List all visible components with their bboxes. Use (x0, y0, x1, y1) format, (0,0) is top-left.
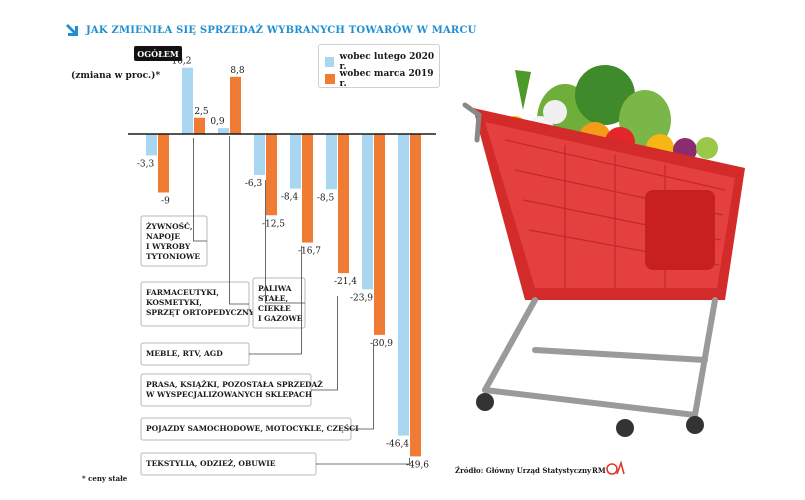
legend-swatch-series1 (325, 57, 335, 67)
category-label-2-line-2: KOSMETYKI, (146, 298, 202, 307)
bar-7-series2 (410, 134, 421, 457)
data-label-4-series2: -16,7 (298, 247, 321, 257)
category-label-1-line-2: NAPOJE (146, 232, 180, 241)
legend: wobec lutego 2020 r. wobec marca 2019 r. (318, 44, 440, 89)
bar-5-series2 (338, 134, 349, 274)
source-note: Źródło: Główny Urząd Statystyczny (455, 466, 592, 475)
category-label-4-line-1: MEBLE, RTV, AGD (146, 349, 223, 358)
category-label-2-line-1: FARMACEUTYKI, (146, 288, 219, 297)
title-row: JAK ZMIENIŁA SIĘ SPRZEDAŻ WYBRANYCH TOWA… (64, 22, 477, 38)
bar-4-series1 (290, 134, 301, 189)
category-connector-1 (193, 138, 207, 242)
category-connector-7 (316, 458, 410, 465)
category-label-3-line-2: STAŁE, (258, 294, 288, 303)
shopping-cart-illustration (462, 65, 745, 437)
bar-0-series1 (146, 134, 157, 156)
footnote: * ceny stałe (82, 474, 128, 483)
category-label-5-line-1: PRASA, KSIĄŻKI, POZOSTAŁA SPRZEDAŻ (146, 380, 323, 389)
data-label-4-series1: -8,4 (281, 193, 299, 203)
category-label-1-line-4: TYTONIOWE (146, 252, 200, 261)
data-label-1-series1: 10,2 (171, 57, 191, 67)
bar-4-series2 (302, 134, 313, 243)
category-connector-2 (229, 136, 249, 305)
publisher-logo-icon (606, 460, 625, 475)
data-label-7-series2: -49,6 (406, 460, 429, 470)
category-label-1-line-1: ŻYWNOŚĆ, (146, 222, 193, 231)
bar-3-series2 (266, 134, 277, 216)
author-credit: RM (592, 466, 606, 475)
arrow-down-right-icon (66, 24, 78, 36)
bar-7-series1 (398, 134, 409, 436)
category-label-6-line-1: POJAZDY SAMOCHODOWE, MOTOCYKLE, CZĘŚCI (146, 424, 359, 433)
data-label-7-series1: -46,4 (386, 440, 409, 450)
data-label-6-series1: -23,9 (350, 293, 373, 303)
category-connector-3 (265, 180, 305, 304)
bar-1-series2 (194, 117, 205, 134)
bar-6-series1 (362, 134, 373, 290)
category-label-7-line-1: TEKSTYLIA, ODZIEŻ, OBUWIE (146, 459, 276, 468)
legend-label-series2: wobec marca 2019 r. (339, 69, 434, 89)
category-connector-6 (351, 340, 374, 430)
category-label-3-line-3: CIEKŁE (258, 304, 291, 313)
legend-label-series1: wobec lutego 2020 r. (339, 52, 435, 72)
data-label-2-series2: 8,8 (230, 66, 245, 76)
category-connector-4 (249, 246, 302, 355)
bar-5-series1 (326, 134, 337, 190)
category-label-1-line-3: I WYROBY (146, 242, 191, 251)
category-label-5-line-2: W WYSPECJALIZOWANYCH SKLEPACH (145, 390, 312, 399)
chart-title: JAK ZMIENIŁA SIĘ SPRZEDAŻ WYBRANYCH TOWA… (86, 24, 477, 36)
data-label-3-series1: -6,3 (245, 179, 263, 189)
bar-3-series1 (254, 134, 265, 175)
total-badge: OGÓŁEM (134, 46, 182, 61)
data-label-5-series2: -21,4 (334, 277, 357, 287)
legend-item-series2: wobec marca 2019 r. (325, 69, 439, 89)
bar-2-series1 (218, 128, 229, 134)
data-label-2-series1: 0,9 (210, 117, 225, 127)
bar-2-series2 (230, 76, 241, 134)
data-label-3-series2: -12,5 (262, 219, 285, 229)
data-label-5-series1: -8,5 (317, 193, 335, 203)
bar-6-series2 (374, 134, 385, 335)
data-label-0-series1: -3,3 (137, 159, 155, 169)
category-label-3-line-4: I GAZOWE (258, 314, 303, 323)
legend-swatch-series2 (325, 74, 335, 84)
legend-item-series1: wobec lutego 2020 r. (325, 52, 439, 72)
category-label-2-line-3: SPRZĘT ORTOPEDYCZNY (146, 308, 255, 317)
bar-1-series1 (182, 67, 193, 134)
data-label-1-series2: 2,5 (194, 107, 209, 117)
category-connector-5 (311, 296, 338, 391)
category-label-3-line-1: PALIWA (258, 284, 292, 293)
unit-label: (zmiana w proc.)* (71, 71, 161, 81)
bar-0-series2 (158, 134, 169, 193)
data-label-0-series2: -9 (161, 197, 170, 207)
data-label-6-series2: -30,9 (370, 339, 393, 349)
